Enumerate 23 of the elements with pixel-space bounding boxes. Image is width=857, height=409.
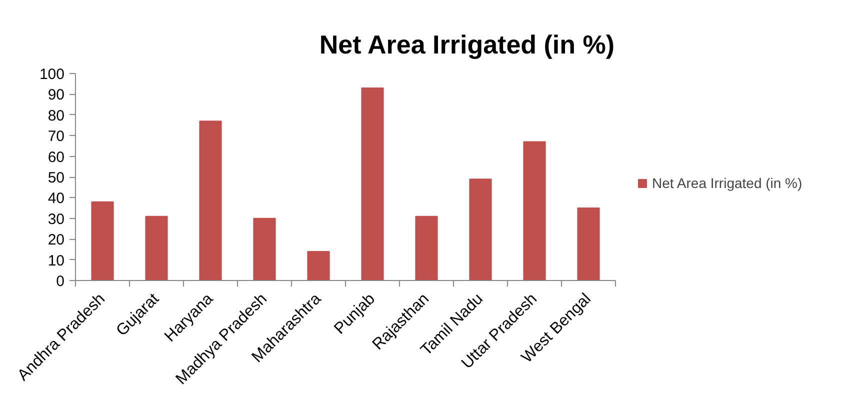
bar [577,208,600,280]
bar [91,201,114,280]
bar [415,216,438,280]
bar [145,216,168,280]
chart-title: Net Area Irrigated (in %) [319,30,615,60]
legend-label: Net Area Irrigated (in %) [652,175,802,191]
y-tick-label: 50 [48,170,65,186]
bar [253,218,276,280]
y-tick-label: 90 [48,86,65,104]
y-tick-label: 40 [48,190,65,208]
bar [361,87,384,280]
y-tick-label: 100 [39,66,65,83]
bar [199,120,222,280]
y-tick-label: 0 [56,273,64,290]
bar [523,141,546,280]
bar [469,178,492,280]
y-tick-label: 60 [48,148,65,166]
y-tick-label: 30 [48,210,65,228]
y-tick-label: 10 [48,252,65,270]
y-tick-label: 20 [48,232,65,249]
bar [307,251,330,280]
y-tick-label: 70 [48,128,65,146]
y-tick-label: 80 [48,107,65,124]
